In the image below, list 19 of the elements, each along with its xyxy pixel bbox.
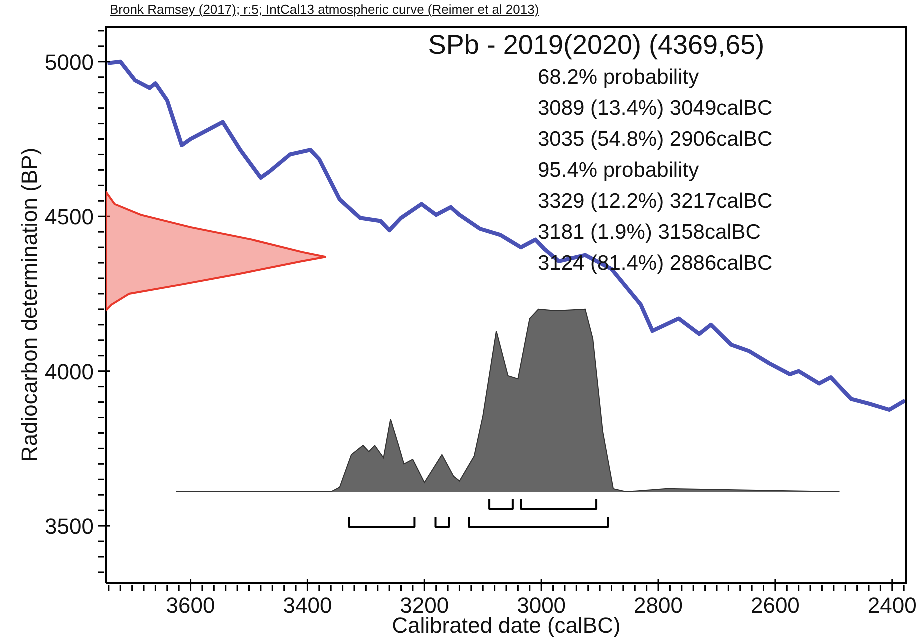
annotation: 3089 (13.4%) 3049calBC	[538, 96, 773, 122]
annotation: 3329 (12.2%) 3217calBC	[538, 189, 773, 215]
line-series	[106, 60, 907, 412]
annotation: 68.2% probability	[538, 65, 700, 91]
chart-title: SPb - 2019(2020) (4369,65)	[427, 30, 766, 61]
annotation: 3035 (54.8%) 2906calBC	[538, 127, 773, 153]
y-tick-label: 4500	[45, 204, 94, 230]
x-tick-label: 3400	[283, 593, 332, 618]
x-tick-label: 3600	[166, 593, 216, 618]
text: Bronk Ramsey (2017); r:5; IntCal13 atmospheric curve (Reimer et al 2013)	[110, 2, 540, 17]
y-tick-label: 3500	[45, 514, 94, 540]
y-axis-title: Radiocarbon determination (BP)	[17, 147, 43, 462]
y-tick-label: 5000	[45, 50, 94, 75]
y-tick-label: 4000	[45, 359, 94, 384]
annotation: 95.4% probability	[538, 158, 700, 184]
x-tick-label: 2800	[634, 593, 683, 618]
x-tick-label: 2400	[868, 593, 917, 618]
x-tick-label: 2600	[750, 593, 800, 618]
annotation: 3181 (1.9%) 3158calBC	[538, 220, 762, 246]
